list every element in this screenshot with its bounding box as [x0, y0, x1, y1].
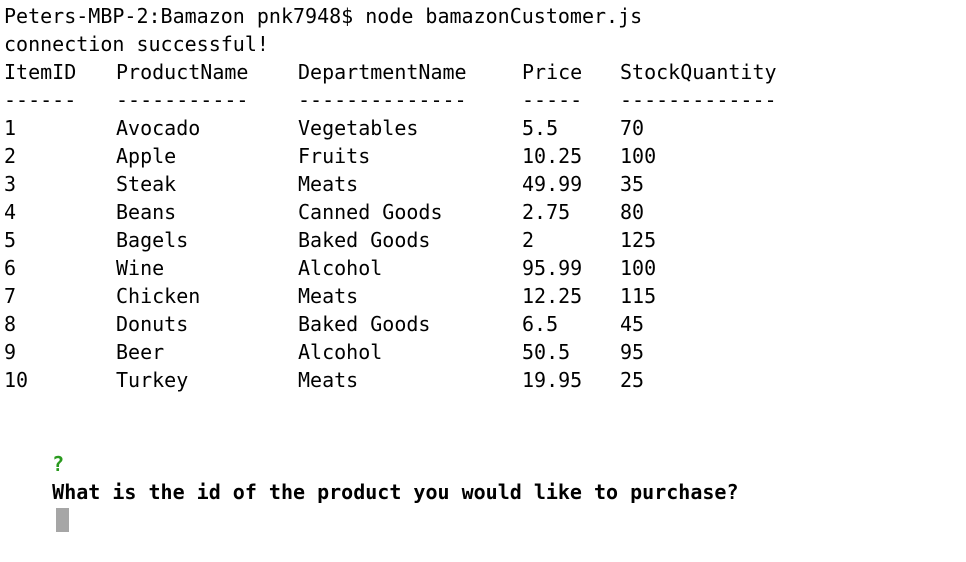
department-name-cell: Meats — [298, 172, 359, 196]
separator: ------ — [4, 88, 77, 112]
product-name-cell: Avocado — [116, 116, 201, 140]
item-id-cell: 8 — [4, 312, 17, 336]
stock-quantity-cell: 25 — [620, 368, 645, 392]
stock-quantity-cell: 80 — [620, 200, 645, 224]
header-price: Price — [522, 60, 583, 84]
product-name-cell: Apple — [116, 144, 177, 168]
separator: ----------- — [116, 88, 249, 112]
price-cell: 49.99 — [522, 172, 583, 196]
price-cell: 19.95 — [522, 368, 583, 392]
department-name-cell: Meats — [298, 284, 359, 308]
item-id-cell: 9 — [4, 340, 17, 364]
price-cell: 95.99 — [522, 256, 583, 280]
product-name-cell: Turkey — [116, 368, 189, 392]
item-id-cell: 5 — [4, 228, 17, 252]
prompt-question: What is the id of the product you would … — [52, 480, 739, 504]
product-name-cell: Bagels — [116, 228, 189, 252]
price-cell: 2.75 — [522, 200, 571, 224]
department-name-cell: Alcohol — [298, 256, 383, 280]
stock-quantity-cell: 45 — [620, 312, 645, 336]
department-name-cell: Meats — [298, 368, 359, 392]
department-name-cell: Fruits — [298, 144, 371, 168]
price-cell: 10.25 — [522, 144, 583, 168]
item-id-cell: 3 — [4, 172, 17, 196]
product-name-cell: Chicken — [116, 284, 201, 308]
table-separator-row: ------ ----------- -------------- ----- … — [4, 86, 777, 114]
stock-quantity-cell: 115 — [620, 284, 657, 308]
separator: ------------- — [620, 88, 777, 112]
header-item-id: ItemID — [4, 60, 77, 84]
item-id-cell: 7 — [4, 284, 17, 308]
table-header-row: ItemID ProductName DepartmentName Price … — [4, 58, 777, 86]
header-product-name: ProductName — [116, 60, 249, 84]
header-stock-quantity: StockQuantity — [620, 60, 777, 84]
text-cursor[interactable] — [56, 507, 70, 532]
status-line: connection successful! — [4, 32, 269, 56]
department-name-cell: Baked Goods — [298, 228, 431, 252]
department-name-cell: Vegetables — [298, 116, 419, 140]
department-name-cell: Alcohol — [298, 340, 383, 364]
item-id-cell: 6 — [4, 256, 17, 280]
product-name-cell: Steak — [116, 172, 177, 196]
item-id-cell: 1 — [4, 116, 17, 140]
separator: ----- — [522, 88, 583, 112]
stock-quantity-cell: 35 — [620, 172, 645, 196]
price-cell: 12.25 — [522, 284, 583, 308]
header-department-name: DepartmentName — [298, 60, 467, 84]
item-id-cell: 4 — [4, 200, 17, 224]
product-name-cell: Wine — [116, 256, 165, 280]
item-id-cell: 2 — [4, 144, 17, 168]
price-cell: 2 — [522, 228, 535, 252]
product-name-cell: Beans — [116, 200, 177, 224]
price-cell: 6.5 — [522, 312, 559, 336]
stock-quantity-cell: 125 — [620, 228, 657, 252]
stock-quantity-cell: 95 — [620, 340, 645, 364]
product-name-cell: Beer — [116, 340, 165, 364]
prompt-marker: ? — [52, 452, 65, 476]
command-line: Peters-MBP-2:Bamazon pnk7948$ node bamaz… — [4, 4, 643, 28]
item-id-cell: 10 — [4, 368, 29, 392]
product-name-cell: Donuts — [116, 312, 189, 336]
separator: -------------- — [298, 88, 467, 112]
stock-quantity-cell: 100 — [620, 144, 657, 168]
price-cell: 50.5 — [522, 340, 571, 364]
stock-quantity-cell: 100 — [620, 256, 657, 280]
prompt-line: ? What is the id of the product you woul… — [4, 422, 739, 532]
department-name-cell: Canned Goods — [298, 200, 443, 224]
department-name-cell: Baked Goods — [298, 312, 431, 336]
terminal-window[interactable]: Peters-MBP-2:Bamazon pnk7948$ node bamaz… — [0, 0, 966, 532]
price-cell: 5.5 — [522, 116, 559, 140]
stock-quantity-cell: 70 — [620, 116, 645, 140]
